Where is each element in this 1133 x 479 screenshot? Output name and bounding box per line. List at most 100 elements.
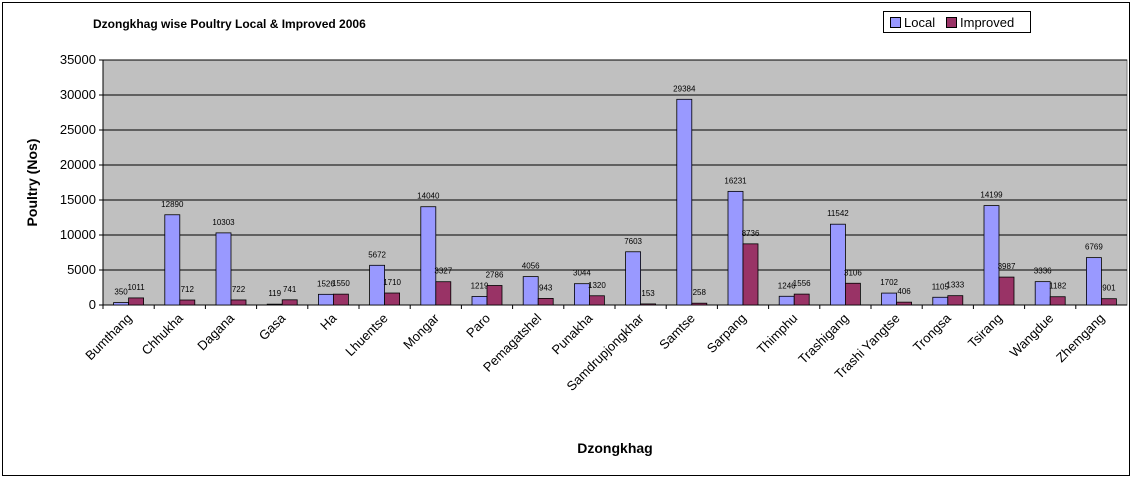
bar-local — [1086, 257, 1102, 306]
bar-local — [830, 223, 846, 306]
bar-local — [215, 232, 232, 306]
legend: Local Improved — [883, 11, 1031, 33]
data-label-improved: 901 — [1102, 284, 1116, 293]
data-label-improved: 3987 — [998, 262, 1016, 271]
y-tick-label: 15000 — [60, 192, 96, 207]
data-label-improved: 1182 — [1049, 282, 1067, 291]
x-tick-label: Paro — [463, 311, 493, 341]
legend-swatch-local — [890, 17, 901, 28]
bar-improved — [179, 299, 196, 306]
data-label-improved: 943 — [539, 283, 553, 292]
legend-label-improved: Improved — [960, 15, 1015, 30]
bar-improved — [896, 301, 912, 306]
bar-local — [983, 205, 1000, 306]
data-label-local: 119 — [268, 289, 281, 298]
data-label-local: 350 — [114, 288, 128, 297]
data-label-local: 4056 — [522, 262, 540, 271]
bar-improved — [281, 299, 298, 306]
data-label-local: 3336 — [1034, 267, 1052, 276]
bar-local — [727, 190, 744, 306]
data-label-local: 14199 — [980, 191, 1003, 200]
bar-local — [164, 214, 181, 306]
bar-improved — [742, 243, 759, 306]
data-label-improved: 8736 — [742, 229, 760, 238]
y-tick-label: 25000 — [60, 122, 96, 137]
x-tick-label: Bumthang — [82, 311, 135, 364]
data-label-improved: 258 — [693, 288, 707, 297]
data-label-local: 7603 — [624, 237, 642, 246]
legend-item-local: Local — [890, 15, 935, 30]
data-label-improved: 2786 — [486, 270, 504, 279]
data-label-improved: 722 — [232, 285, 246, 294]
bar-improved — [691, 302, 708, 306]
data-label-local: 1702 — [880, 278, 898, 287]
bar-improved — [537, 297, 554, 306]
bar-improved — [640, 303, 656, 306]
bar-local — [676, 98, 693, 306]
bar-local — [625, 251, 641, 306]
bar-improved — [128, 297, 145, 306]
bar-local — [881, 292, 897, 306]
bar-local — [113, 302, 129, 306]
data-label-local: 3044 — [573, 269, 591, 278]
data-label-local: 12890 — [161, 200, 184, 209]
data-label-local: 1246 — [778, 281, 796, 290]
data-label-improved: 741 — [283, 285, 297, 294]
x-tick-label: Thimphu — [754, 311, 800, 357]
bar-local — [574, 283, 590, 306]
data-label-improved: 1556 — [793, 279, 811, 288]
data-label-improved: 1550 — [332, 279, 350, 288]
bar-improved — [486, 285, 503, 306]
data-label-local: 6769 — [1085, 243, 1103, 252]
bar-improved — [1049, 296, 1066, 306]
x-tick-label: Wangdue — [1007, 311, 1057, 361]
data-label-improved: 3106 — [844, 268, 862, 277]
data-label-local: 16231 — [724, 176, 747, 185]
data-label-improved: 712 — [181, 285, 195, 294]
bar-improved — [332, 293, 349, 306]
legend-swatch-improved — [946, 17, 957, 28]
data-label-improved: 3327 — [434, 267, 452, 276]
data-label-local: 1105 — [932, 282, 950, 291]
chart-title: Dzongkhag wise Poultry Local & Improved … — [93, 17, 366, 31]
data-label-improved: 1333 — [946, 281, 964, 290]
bar-improved — [589, 295, 605, 306]
y-tick-label: 20000 — [60, 157, 96, 172]
bar-improved — [230, 299, 247, 306]
legend-label-local: Local — [904, 15, 936, 30]
bar-local — [420, 206, 437, 306]
plot-area — [102, 59, 1128, 306]
data-label-local: 14040 — [417, 192, 440, 201]
y-tick-label: 5000 — [67, 262, 96, 277]
data-label-improved: 1011 — [127, 283, 145, 292]
bar-local — [522, 276, 539, 306]
data-label-local: 1219 — [471, 281, 489, 290]
bar-local — [932, 296, 949, 306]
data-label-improved: 1710 — [383, 278, 401, 287]
x-tick-label: Dagana — [194, 310, 237, 353]
bar-improved — [1101, 298, 1117, 306]
x-tick-label: Chhukha — [139, 310, 187, 358]
bar-local — [1034, 281, 1051, 306]
x-tick-label: Sarpang — [704, 311, 749, 356]
data-label-local: 11542 — [827, 209, 849, 218]
bar-local — [369, 264, 386, 306]
bar-local — [471, 296, 488, 306]
data-label-local: 5672 — [368, 250, 386, 259]
bar-local — [778, 295, 795, 306]
x-tick-label: Lhuentse — [342, 311, 390, 359]
x-tick-label: Samtse — [656, 311, 698, 353]
x-tick-label: Ha — [317, 310, 340, 333]
bar-improved — [947, 295, 964, 306]
data-label-improved: 406 — [897, 287, 911, 296]
y-tick-label: 35000 — [60, 52, 96, 67]
x-tick-label: Gasa — [256, 310, 289, 343]
bar-improved — [793, 293, 810, 306]
data-label-improved: 153 — [641, 289, 655, 298]
data-label-local: 10303 — [212, 218, 235, 227]
bar-improved — [998, 276, 1015, 306]
x-tick-label: Tsirang — [965, 311, 1005, 351]
bar-improved — [435, 281, 452, 306]
y-tick-label: 0 — [89, 297, 96, 312]
